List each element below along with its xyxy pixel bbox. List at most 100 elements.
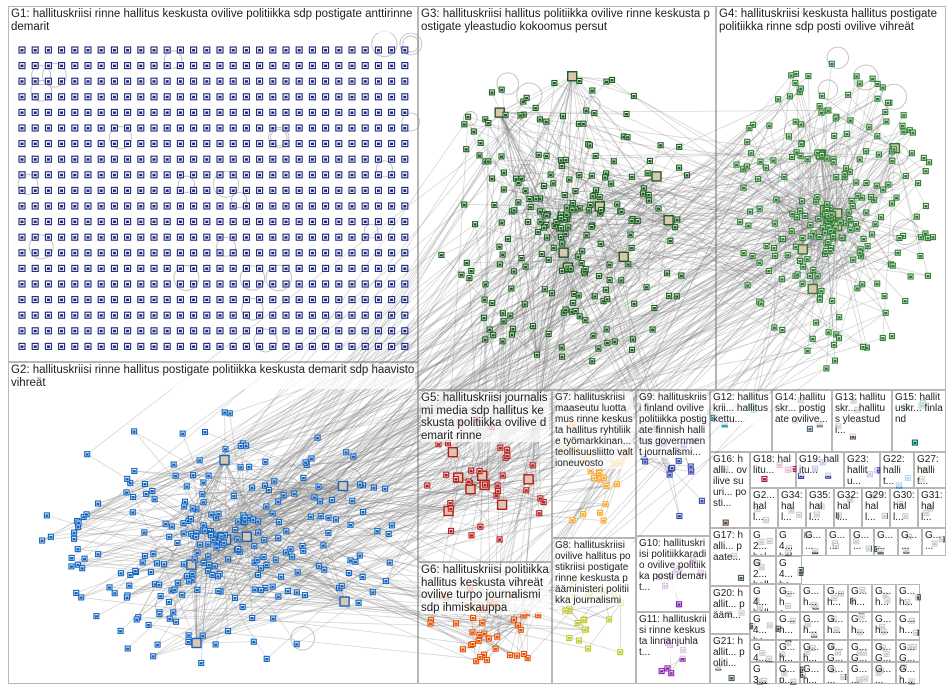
node-core <box>187 634 191 637</box>
edge <box>384 237 548 489</box>
node-core <box>271 236 275 239</box>
node-core <box>598 511 602 515</box>
node-core <box>192 49 196 52</box>
node-core <box>376 205 380 208</box>
edge <box>505 114 538 355</box>
group-label: G3: hallituskriisi hallitus politiikka o… <box>421 8 713 33</box>
node-core <box>226 630 230 633</box>
node-core <box>818 298 822 302</box>
node-core <box>74 591 78 595</box>
node-core <box>296 571 300 574</box>
edge <box>539 119 601 207</box>
node-core <box>143 554 147 558</box>
edge <box>224 459 265 558</box>
edge <box>808 76 814 290</box>
node-core <box>799 87 803 90</box>
node-core <box>843 173 847 176</box>
edge <box>186 486 209 545</box>
edge <box>748 147 896 226</box>
node-core <box>297 64 301 68</box>
node-core <box>191 572 194 576</box>
node-core <box>561 115 565 118</box>
node-core <box>271 189 275 192</box>
node-core <box>794 120 798 124</box>
node-core <box>86 158 90 161</box>
self-loop <box>402 35 420 53</box>
edge <box>472 614 539 633</box>
node-core <box>324 220 328 224</box>
edge <box>820 154 893 337</box>
group-box-ge6: G... h... <box>896 662 920 684</box>
group-box-ge5: G... ... <box>872 662 896 684</box>
edge <box>565 176 657 310</box>
node-core <box>517 181 520 185</box>
node-core <box>317 485 320 489</box>
edge <box>302 545 345 602</box>
node-core <box>232 494 236 498</box>
node-core <box>795 216 799 219</box>
edge <box>216 485 344 544</box>
node-core <box>33 189 37 192</box>
node-core <box>153 583 157 586</box>
node-core <box>20 49 24 52</box>
node-core <box>363 314 367 317</box>
edge <box>623 145 661 257</box>
node-core <box>205 220 209 224</box>
edge <box>563 172 648 253</box>
node-core <box>126 173 130 177</box>
edge <box>465 112 500 150</box>
self-loop <box>265 264 293 292</box>
edge <box>212 210 621 535</box>
node-core <box>847 211 851 214</box>
node-core <box>152 329 156 333</box>
node-core <box>126 142 130 146</box>
node-core <box>72 531 76 535</box>
group-label: G18: hallitu... <box>753 454 793 476</box>
node-core <box>20 283 24 286</box>
node-core <box>864 150 868 153</box>
node-core <box>772 247 776 250</box>
edge <box>812 162 930 290</box>
node-core <box>565 206 569 209</box>
node-core <box>924 170 928 173</box>
self-loop <box>31 65 52 86</box>
node-core <box>642 187 646 190</box>
group-label: G... h... <box>899 614 917 636</box>
node-core <box>538 210 542 213</box>
node-core <box>192 267 196 270</box>
group-box-ga6: G... ... <box>922 528 946 556</box>
edge <box>467 116 665 444</box>
node-core <box>20 111 24 114</box>
node-core <box>33 298 37 302</box>
edge <box>591 175 669 221</box>
node-core <box>310 205 314 208</box>
self-loop <box>516 82 543 109</box>
node-core <box>363 142 367 146</box>
node-core <box>324 127 328 130</box>
node-core <box>363 127 367 130</box>
node-core <box>33 142 37 146</box>
node-core <box>592 112 596 115</box>
node-core <box>826 241 830 244</box>
node-core <box>99 236 103 239</box>
node-core <box>610 78 614 82</box>
node-core <box>205 111 209 114</box>
node-core <box>667 294 671 298</box>
node-core <box>195 588 199 592</box>
node-core <box>112 49 116 52</box>
node-core <box>205 127 209 130</box>
edge <box>268 489 345 602</box>
node-core <box>86 173 90 177</box>
node-core <box>152 298 156 302</box>
node-core <box>390 251 394 255</box>
node-core <box>588 203 592 207</box>
node-core <box>449 507 453 511</box>
node-core <box>239 466 243 469</box>
self-loop <box>270 128 288 147</box>
node-core <box>112 267 116 270</box>
edge <box>812 189 884 290</box>
node-core <box>155 562 159 565</box>
edge <box>836 102 889 227</box>
node-core <box>799 123 803 126</box>
edge <box>154 498 345 602</box>
